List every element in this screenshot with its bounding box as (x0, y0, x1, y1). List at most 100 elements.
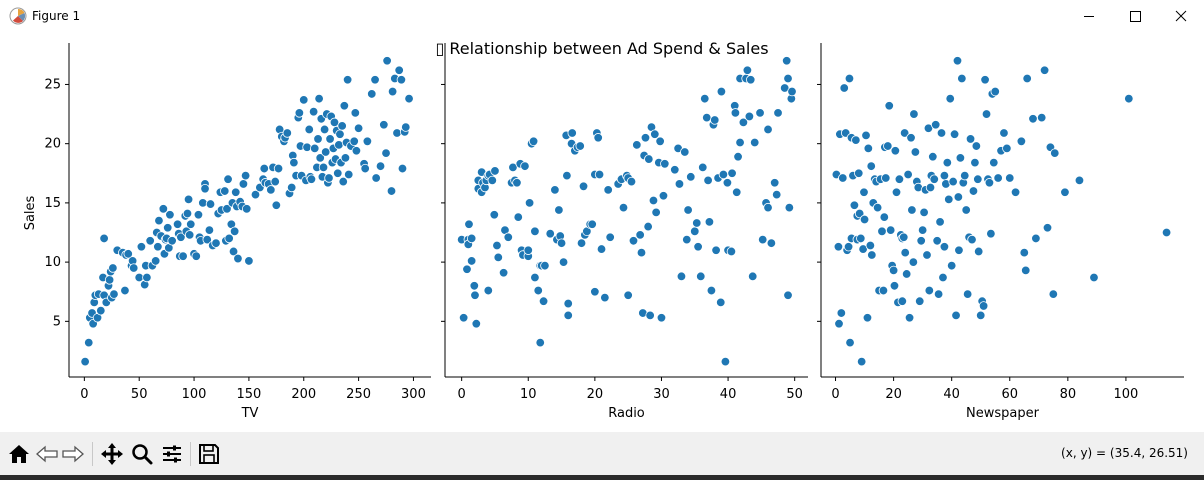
data-point (897, 296, 908, 306)
data-point (901, 269, 912, 279)
data-point (686, 172, 696, 182)
data-point (99, 233, 109, 244)
data-point (397, 163, 408, 174)
data-point (766, 238, 777, 248)
data-point (727, 168, 737, 178)
save-button[interactable] (195, 440, 223, 468)
data-point (324, 173, 334, 183)
data-point (925, 182, 936, 193)
toolbar-separator (190, 442, 191, 466)
data-point (600, 292, 610, 303)
data-point (1002, 143, 1012, 154)
data-point (906, 133, 916, 143)
matplotlib-app-icon (9, 7, 27, 25)
data-point (843, 242, 854, 252)
data-point (145, 236, 155, 246)
maximize-icon (1130, 11, 1141, 22)
data-point (182, 208, 193, 219)
data-point (238, 179, 249, 189)
home-button[interactable] (5, 440, 33, 468)
data-point (489, 210, 499, 220)
data-point (1031, 233, 1041, 244)
data-point (462, 264, 472, 274)
data-point (487, 175, 497, 186)
data-point (229, 226, 240, 237)
data-point (524, 198, 535, 208)
figure-canvas[interactable]: ▯ Relationship between Ad Spend & Sales … (0, 33, 1204, 432)
data-point (471, 319, 482, 329)
data-point (337, 121, 347, 131)
data-point (198, 198, 208, 208)
data-point (202, 234, 212, 245)
maximize-button[interactable] (1112, 0, 1158, 33)
data-point (120, 285, 130, 296)
data-point (523, 245, 533, 255)
data-point (834, 319, 844, 329)
data-point (329, 117, 340, 128)
zoom-icon (132, 444, 153, 465)
data-point (590, 287, 600, 297)
back-button[interactable] (33, 440, 61, 468)
data-point (483, 285, 493, 296)
data-point (578, 181, 589, 192)
data-point (990, 86, 1000, 97)
data-point (952, 56, 963, 66)
data-point (545, 228, 555, 239)
pan-button[interactable] (98, 440, 126, 468)
data-point (894, 174, 905, 184)
data-point (978, 301, 989, 311)
data-point (984, 178, 995, 188)
forward-button[interactable] (59, 440, 87, 468)
minimize-button[interactable] (1066, 0, 1112, 33)
x-tick-label: 40 (943, 387, 960, 402)
x-tick-label: 80 (1060, 387, 1077, 402)
data-point (392, 128, 402, 138)
data-point (933, 289, 944, 299)
data-point (178, 251, 188, 261)
data-point (944, 194, 954, 205)
data-point (973, 246, 984, 257)
data-point (939, 170, 950, 181)
data-point (193, 210, 204, 220)
x-axis-label: TV (241, 406, 259, 421)
data-point (904, 313, 915, 323)
cursor-coordinates: (x, y) = (35.4, 26.51) (1061, 446, 1188, 460)
y-tick-label: 10 (44, 255, 61, 270)
zoom-button[interactable] (128, 440, 156, 468)
taskbar-edge (0, 475, 1204, 480)
pan-icon (101, 443, 123, 465)
data-point (859, 214, 870, 225)
x-tick-label: 50 (786, 387, 803, 402)
data-point (575, 141, 585, 151)
data-point (375, 161, 386, 171)
data-point (645, 310, 655, 321)
x-tick-label: 300 (401, 387, 426, 402)
data-point (184, 230, 195, 240)
title-text: Relationship between Ad Spend & Sales (449, 39, 768, 58)
data-point (163, 223, 173, 233)
data-point (299, 95, 309, 105)
configure-subplots-button[interactable] (158, 440, 186, 468)
data-point (333, 168, 343, 178)
data-point (1019, 247, 1029, 258)
data-point (644, 154, 654, 164)
data-point (706, 285, 717, 296)
data-point (313, 134, 323, 144)
x-tick-label: 40 (720, 387, 737, 402)
data-point (1028, 114, 1038, 124)
x-tick-label: 150 (236, 387, 261, 402)
data-point (632, 140, 642, 150)
data-point (703, 175, 713, 186)
close-button[interactable] (1158, 0, 1204, 33)
data-point (909, 109, 919, 119)
data-point (981, 109, 992, 119)
x-tick-label: 30 (653, 387, 670, 402)
data-point (240, 170, 251, 181)
data-point (315, 153, 325, 163)
data-point (334, 140, 344, 150)
y-tick-label: 20 (44, 137, 61, 152)
data-point (872, 202, 883, 213)
close-icon (1175, 10, 1187, 22)
data-point (891, 187, 902, 197)
